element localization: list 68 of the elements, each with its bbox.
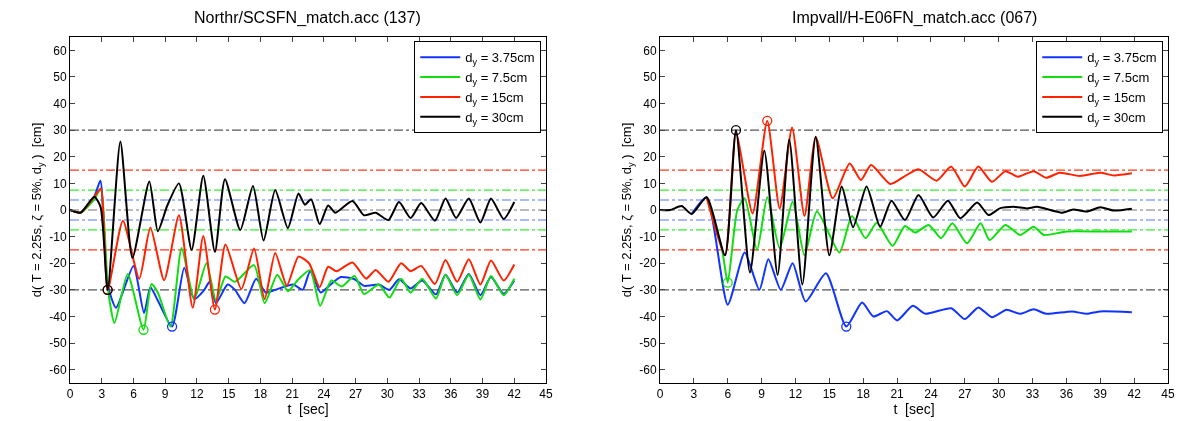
x-tick-label: 45 [1161,387,1175,402]
x-tick-label: 33 [1025,387,1040,402]
y-tick-label: -30 [639,283,657,298]
x-axis-title: t [sec] [893,401,935,418]
y-tick-label: 30 [643,123,657,138]
legend-label: d$_{y}$ = 15cm [1087,90,1146,107]
x-tick-label: 3 [690,387,698,402]
x-tick-label: 27 [348,387,363,402]
x-tick-label: 9 [161,387,169,402]
y-tick-label: -60 [49,362,67,377]
y-tick-label: -50 [49,336,67,351]
y-tick-label: 0 [649,203,657,218]
x-tick-label: 24 [924,387,938,402]
x-tick-label: 39 [475,387,490,402]
legend-label: d$_{y}$ = 7.5cm [1087,70,1150,87]
y-tick-label: -20 [639,256,657,271]
y-tick-label: 10 [643,176,657,191]
legend-label: d$_{y}$ = 30cm [1087,109,1146,127]
x-tick-label: 15 [221,387,236,402]
x-tick-label: 42 [507,387,522,402]
x-tick-label: 27 [958,387,972,402]
y-tick-label: -40 [639,309,657,324]
y-tick-label: -40 [49,309,67,324]
x-tick-label: 21 [285,387,300,402]
x-tick-label: 6 [724,387,732,402]
x-tick-label: 12 [190,387,204,402]
y-tick-label: 60 [53,43,67,58]
x-tick-label: 21 [890,387,905,402]
x-tick-label: 3 [98,387,106,402]
x-tick-label: 12 [788,387,803,402]
y-tick-label: -50 [639,336,657,351]
x-tick-label: 45 [539,387,553,402]
x-tick-label: 15 [822,387,837,402]
y-tick-label: 0 [59,203,67,218]
x-tick-label: 6 [130,387,138,402]
legend-label: d$_{y}$ = 15cm [465,90,524,107]
y-tick-label: 20 [53,149,67,164]
x-tick-label: 9 [758,387,766,402]
x-axis-title: t [sec] [287,401,329,418]
y-tick-label: 30 [53,123,67,138]
y-tick-label: 10 [53,176,67,191]
y-tick-label: 40 [643,96,657,111]
y-tick-label: -10 [639,229,657,244]
legend-label: d$_{y}$ = 3.75cm [1087,50,1157,67]
x-tick-label: 42 [1127,387,1142,402]
x-tick-label: 30 [991,387,1006,402]
y-tick-label: 50 [53,70,67,85]
y-tick-label: 20 [643,149,657,164]
x-tick-label: 18 [856,387,871,402]
y-tick-label: -30 [49,283,67,298]
y-tick-label: -20 [49,256,67,271]
legend-label: d$_{y}$ = 7.5cm [465,70,528,87]
legend-label: d$_{y}$ = 30cm [465,109,524,127]
x-tick-label: 39 [1093,387,1108,402]
chart-title: Impvall/H-E06FN_match.acc (067) [792,9,1038,27]
x-tick-label: 30 [380,387,395,402]
y-tick-label: 60 [643,43,657,58]
y-tick-label: 40 [53,96,67,111]
x-tick-label: 33 [412,387,427,402]
y-tick-label: -60 [639,362,657,377]
legend-label: d$_{y}$ = 3.75cm [465,50,535,67]
chart-title: Northr/SCSFN_match.acc (137) [194,9,421,27]
x-tick-label: 36 [444,387,458,402]
y-tick-label: -10 [49,229,67,244]
x-tick-label: 24 [317,387,331,402]
x-tick-label: 18 [253,387,268,402]
y-tick-label: 50 [643,70,657,85]
x-tick-label: 36 [1059,387,1074,402]
